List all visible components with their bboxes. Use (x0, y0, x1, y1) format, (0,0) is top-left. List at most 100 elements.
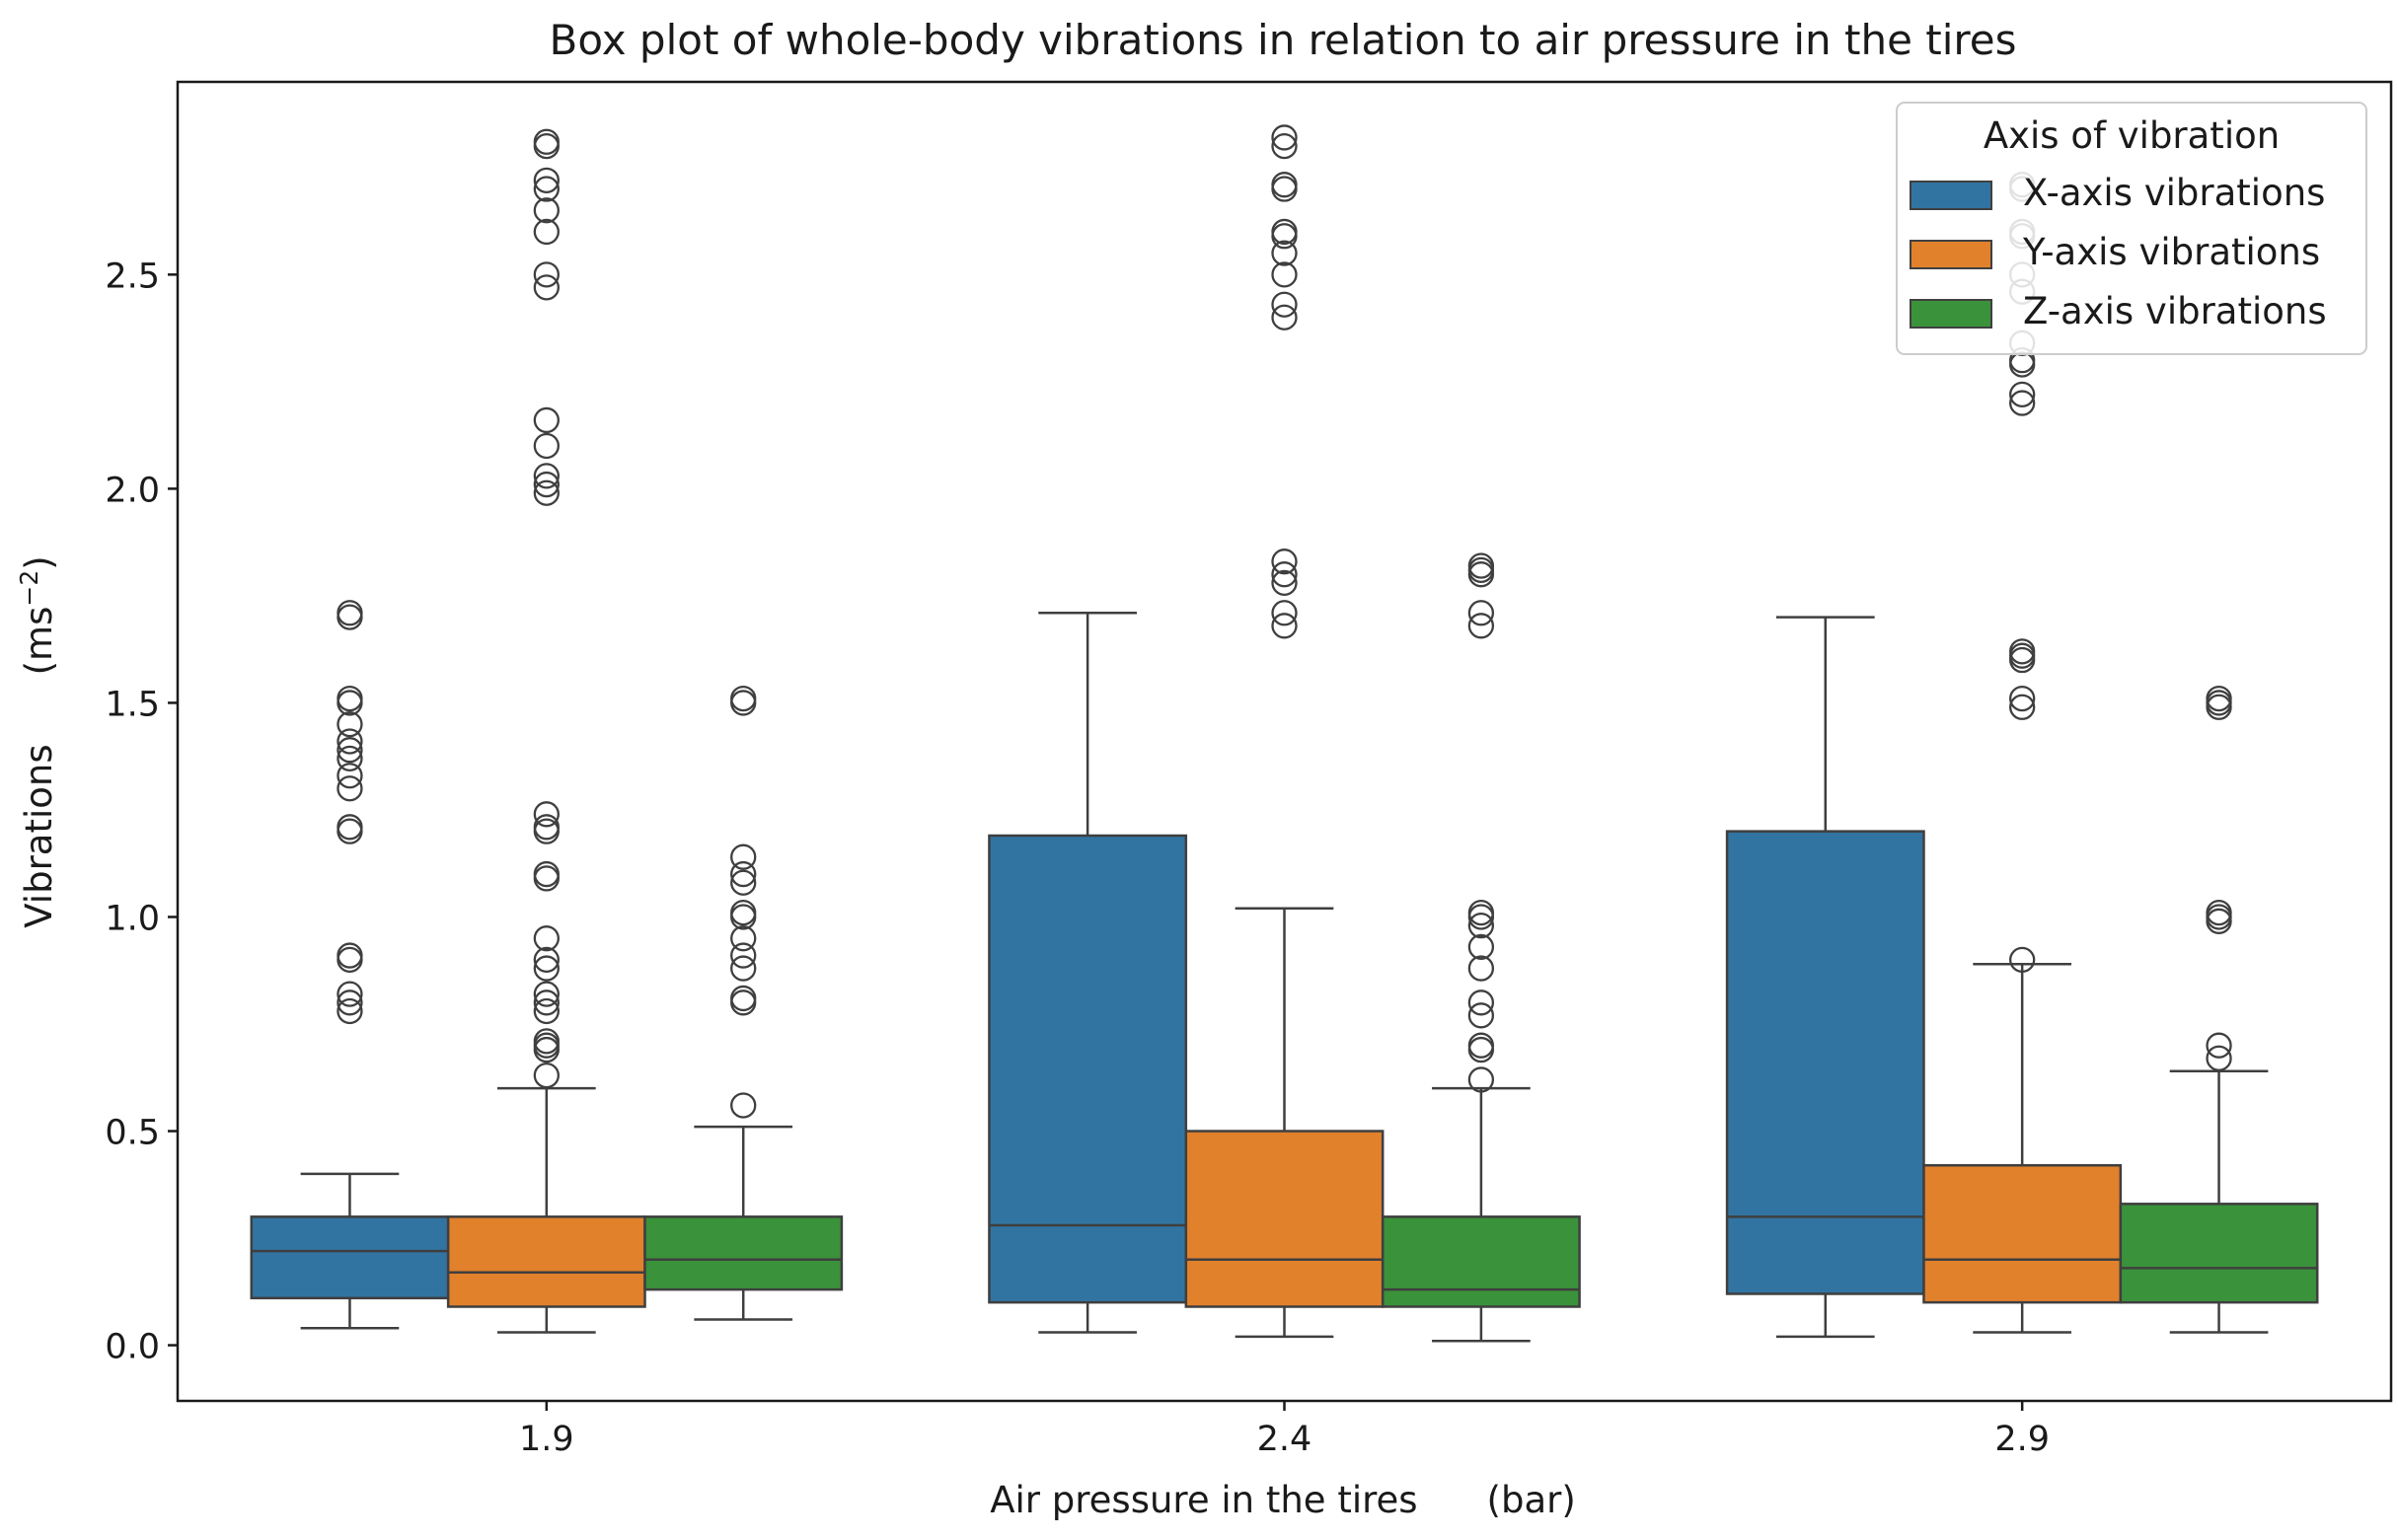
x-axis-label: Air pressure in the tires (bar) (990, 1479, 1576, 1521)
outlier-point (337, 745, 363, 772)
outlier-point (1271, 549, 1298, 575)
box-group (2119, 685, 2319, 1334)
box-group (446, 128, 646, 1334)
legend-label-z-axis: Z-axis vibrations (2023, 290, 2327, 332)
legend-label-y-axis: Y-axis vibrations (2022, 231, 2320, 273)
outlier-point (1467, 955, 1495, 982)
legend-swatch-z-axis (1910, 299, 1992, 329)
outlier-point (2009, 638, 2036, 665)
legend-frame (1896, 102, 2367, 355)
box-iqr (1922, 1164, 2123, 1304)
y-tick-label: 1.5 (105, 685, 160, 724)
outlier-point (1467, 1002, 1495, 1029)
outlier-point (1467, 913, 1495, 939)
outlier-point (533, 990, 560, 1016)
outlier-point (533, 981, 560, 1007)
outlier-point (1467, 990, 1495, 1016)
box-group (1725, 616, 1925, 1339)
box-iqr (250, 1215, 450, 1300)
box-group (643, 685, 844, 1321)
y-tick-label: 0.0 (105, 1328, 160, 1367)
outlier-point (1271, 172, 1298, 198)
y-axis-label-unit-close: ) (18, 555, 60, 569)
outlier-point (2009, 946, 2036, 974)
outlier-point (533, 479, 560, 506)
plot-area (250, 124, 2319, 1343)
y-tick-label: 0.5 (105, 1114, 160, 1153)
chart-title: Box plot of whole-body vibrations in rel… (550, 16, 2017, 64)
outlier-point (730, 925, 757, 952)
outlier-point (1271, 600, 1298, 626)
outlier-point (2206, 1032, 2232, 1059)
outlier-point (730, 985, 757, 1012)
outlier-point (533, 218, 560, 246)
outlier-point (730, 869, 757, 896)
box-group (988, 612, 1188, 1334)
outlier-point (337, 600, 363, 626)
x-tick-label: 2.9 (1994, 1420, 2050, 1459)
outlier-point (533, 471, 560, 498)
outlier-point (533, 463, 560, 489)
outlier-point (533, 176, 560, 202)
x-tick-label: 1.9 (519, 1420, 574, 1459)
outlier-point (337, 814, 363, 841)
outlier-point (337, 685, 363, 712)
outlier-point (337, 942, 363, 969)
box-iqr (643, 1215, 844, 1291)
box-group (1922, 172, 2123, 1334)
outlier-point (730, 955, 757, 982)
outlier-point (533, 814, 560, 841)
outlier-point (1271, 291, 1298, 318)
box-iqr (1184, 1130, 1385, 1308)
outlier-point (1271, 304, 1298, 330)
y-tick-label: 2.5 (105, 257, 160, 296)
x-axis-label-unit: (bar) (1487, 1479, 1576, 1521)
outlier-point (1467, 613, 1495, 639)
outlier-point (730, 860, 757, 888)
legend-swatch-x-axis (1910, 181, 1992, 210)
outlier-point (730, 685, 757, 712)
outlier-point (337, 728, 363, 755)
outlier-point (1271, 218, 1298, 246)
outlier-point (730, 899, 757, 926)
outlier-point (730, 1092, 757, 1119)
outlier-point (1271, 261, 1298, 288)
y-axis-label: Vibrations (ms−2) (15, 555, 60, 927)
outlier-point (533, 1062, 560, 1089)
box-iqr (1725, 830, 1925, 1295)
outlier-point (1271, 613, 1298, 639)
y-axis: 0.0 0.5 1.0 1.5 2.0 2.5 (105, 257, 178, 1367)
outlier-point (1271, 132, 1298, 160)
outlier-point (1467, 552, 1495, 579)
outlier-point (1467, 600, 1495, 626)
outlier-point (2206, 899, 2232, 926)
legend: Axis of vibration X-axis vibrations Y-ax… (1896, 102, 2367, 355)
box-iqr (446, 1215, 646, 1308)
outlier-point (533, 274, 560, 301)
box-group (250, 600, 450, 1330)
legend-label-x-axis: X-axis vibrations (2023, 172, 2325, 214)
outlier-point (1467, 1066, 1495, 1093)
outlier-point (337, 710, 363, 738)
outlier-point (337, 997, 363, 1025)
outlier-point (2009, 390, 2036, 416)
legend-title: Axis of vibration (1984, 114, 2280, 157)
x-tick-label: 2.4 (1257, 1420, 1312, 1459)
box-iqr (1381, 1215, 1581, 1308)
outlier-point (730, 942, 757, 969)
y-axis-label-unit: (ms (18, 607, 60, 676)
outlier-point (337, 775, 363, 802)
outlier-point (337, 763, 363, 789)
outlier-point (337, 990, 363, 1016)
outlier-point (337, 737, 363, 764)
outlier-point (533, 432, 560, 460)
outlier-point (533, 261, 560, 288)
outlier-point (337, 981, 363, 1007)
x-axis-label-text: Air pressure in the tires (990, 1479, 1417, 1521)
box-iqr (2119, 1203, 2319, 1304)
box-iqr (988, 834, 1188, 1304)
y-tick-label: 1.0 (105, 899, 160, 938)
outlier-point (533, 946, 560, 974)
outlier-point (1271, 124, 1298, 151)
